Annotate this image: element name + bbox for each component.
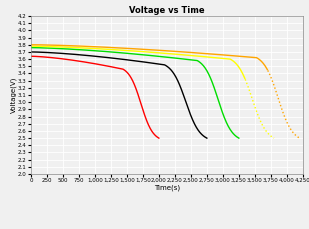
Case 2@0℃ [29,51,33,53]
Case 3@10℃ [168,56,171,59]
Case 1@-10℃ [125,71,129,74]
Case 1@-10℃ [157,137,161,139]
Case 4@20℃ [243,77,247,80]
Line: Case 4@20℃: Case 4@20℃ [31,46,245,78]
Case 4@20℃ [232,60,236,63]
Case 2@0℃ [133,59,137,62]
Case 3@10℃ [66,48,70,50]
Case 1@-10℃ [87,61,91,64]
Y-axis label: Voltage(V): Voltage(V) [10,77,17,113]
X-axis label: Time(s): Time(s) [154,185,180,191]
Case 5@30℃ [110,46,113,49]
Case 5@30℃ [56,44,59,47]
Case 3@10℃ [123,52,127,55]
Case 3@10℃ [83,49,86,51]
Case 4@20℃ [224,57,228,60]
Line: Case 3@10℃: Case 3@10℃ [31,48,239,138]
Case 5@30℃ [254,56,257,59]
Case 5@30℃ [29,43,33,46]
Case 5@30℃ [169,50,173,52]
Case 5@30℃ [245,55,248,58]
Case 4@20℃ [102,48,106,50]
Line: Case 2@0℃: Case 2@0℃ [31,52,207,138]
Case 3@10℃ [152,55,155,57]
Line: Case 1@-10℃: Case 1@-10℃ [31,56,159,138]
Case 3@10℃ [29,46,33,49]
Case 2@0℃ [205,137,209,139]
Case 4@20℃ [29,45,33,48]
Title: Voltage vs Time: Voltage vs Time [129,6,205,15]
Case 2@0℃ [146,61,150,64]
Case 3@10℃ [186,58,189,61]
Case 3@10℃ [237,137,241,139]
Case 4@20℃ [53,45,57,48]
Case 2@0℃ [109,57,112,59]
Case 5@30℃ [73,44,77,47]
Case 2@0℃ [60,52,64,55]
Case 1@-10℃ [62,58,66,60]
Case 2@0℃ [162,63,165,66]
Case 1@-10℃ [29,55,33,58]
Case 4@20℃ [156,51,160,54]
Case 1@-10℃ [52,57,55,59]
Line: Case 5@30℃: Case 5@30℃ [31,45,267,70]
Case 5@30℃ [265,68,269,71]
Case 4@20℃ [69,46,73,49]
Case 1@-10℃ [115,66,118,69]
Case 2@0℃ [74,53,78,56]
Case 1@-10℃ [104,64,108,67]
